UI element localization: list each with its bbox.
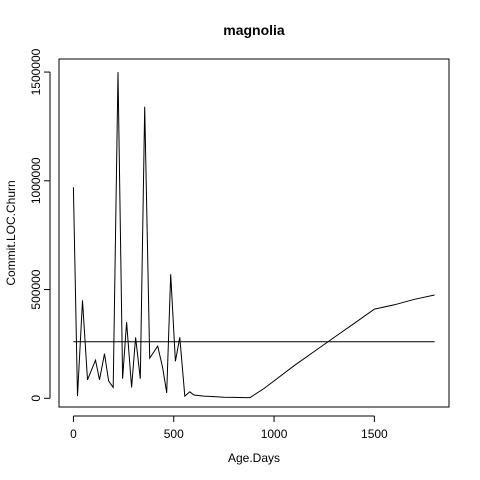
y-tick-label: 0 [29,395,43,402]
y-axis-label: Commit.LOC.Churn [4,180,18,285]
y-tick-label: 500000 [29,269,43,309]
x-axis-label: Age.Days [228,451,280,465]
x-axis: 0 500 1000 1500 [70,415,388,441]
x-tick-label: 0 [70,427,77,441]
y-axis: 0 500000 1000000 1500000 [29,48,51,402]
y-tick-label: 1500000 [29,48,43,95]
y-tick-label: 1000000 [29,157,43,204]
series-line-1 [72,72,435,399]
x-tick-label: 1000 [261,427,288,441]
chart-title: magnolia [223,22,285,38]
series-layer [72,72,435,399]
x-tick-label: 1500 [361,427,388,441]
x-tick-label: 500 [164,427,184,441]
plot-frame [58,58,450,408]
